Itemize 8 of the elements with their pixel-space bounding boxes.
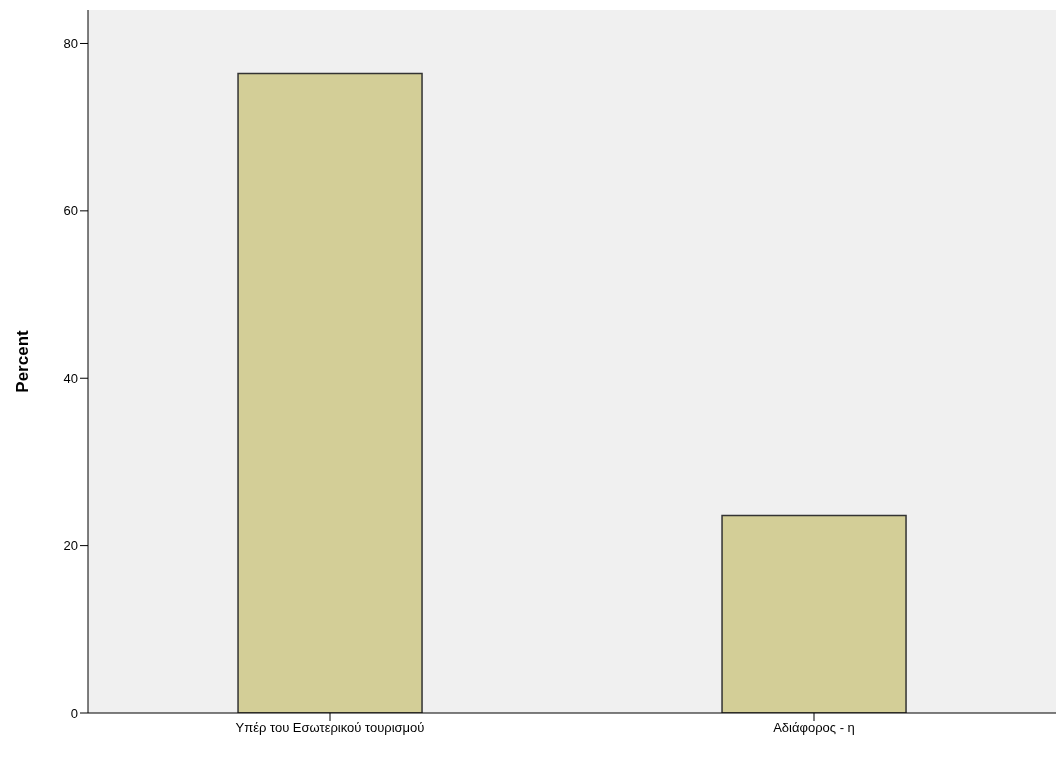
y-axis-title: Percent	[13, 329, 33, 393]
y-tick-label: 40	[63, 370, 78, 386]
y-tick-label: 60	[63, 203, 78, 219]
x-tick-label: Υπέρ του Εσωτερικού τουρισμού	[235, 720, 425, 736]
y-tick-label: 0	[70, 705, 78, 721]
y-tick-label: 80	[63, 36, 78, 52]
x-tick-label: Αδιάφορος - η	[773, 720, 855, 736]
y-tick-label: 20	[63, 538, 78, 554]
